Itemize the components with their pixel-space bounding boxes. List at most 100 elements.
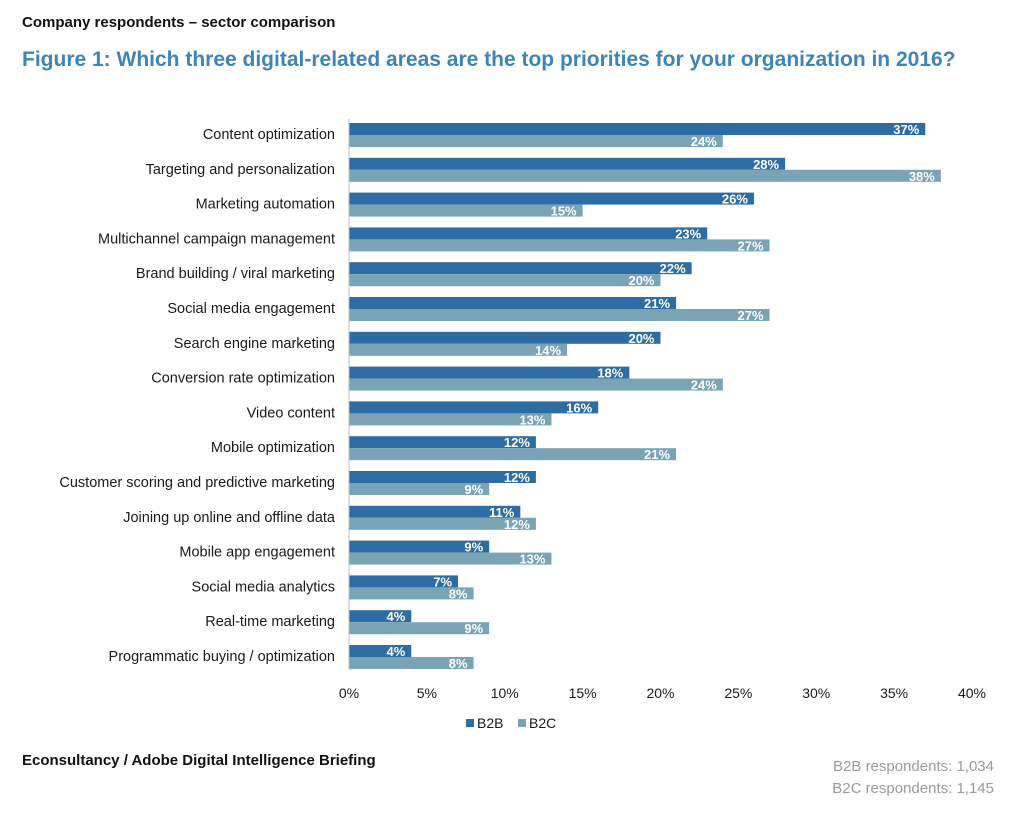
category-label: Joining up online and offline data bbox=[123, 510, 336, 526]
b2b-value-label: 12% bbox=[504, 435, 530, 450]
b2b-value-label: 4% bbox=[387, 644, 406, 659]
category-label: Customer scoring and predictive marketin… bbox=[59, 475, 335, 491]
b2c-value-label: 38% bbox=[909, 169, 935, 184]
b2c-bar bbox=[349, 204, 583, 217]
b2b-bar bbox=[349, 505, 521, 518]
category-label: Marketing automation bbox=[196, 197, 335, 213]
data-labels: 37% 24% 28% 38% 26% 15% 23% 27% 22% 20% 21% 27% 20% 1… bbox=[387, 122, 936, 671]
b2c-value-label: 27% bbox=[737, 308, 763, 323]
x-tick-label: 35% bbox=[880, 685, 908, 701]
b2c-bar bbox=[349, 309, 770, 321]
b2b-value-label: 37% bbox=[893, 122, 919, 137]
b2b-bar bbox=[349, 123, 926, 135]
b2c-value-label: 12% bbox=[504, 517, 530, 532]
b2c-bar bbox=[349, 239, 770, 252]
b2b-bar bbox=[349, 401, 599, 414]
b2b-value-label: 28% bbox=[753, 157, 779, 172]
x-axis-ticks: 0% 5% 10% 15% 20% 25% 30% 35% 40% bbox=[339, 685, 986, 701]
b2c-value-label: 15% bbox=[551, 204, 577, 219]
b2b-value-label: 26% bbox=[722, 192, 748, 207]
b2b-value-label: 22% bbox=[660, 261, 686, 276]
b2b-bar bbox=[349, 331, 661, 344]
b2c-value-label: 13% bbox=[519, 412, 545, 427]
source-note: Econsultancy / Adobe Digital Intelligenc… bbox=[22, 752, 376, 769]
x-tick-label: 20% bbox=[646, 685, 674, 701]
x-tick-label: 25% bbox=[724, 685, 752, 701]
b2c-value-label: 20% bbox=[628, 273, 654, 288]
b2b-bar bbox=[349, 436, 536, 449]
b2b-bar bbox=[349, 297, 677, 309]
b2c-value-label: 8% bbox=[449, 656, 468, 671]
b2c-bar bbox=[349, 622, 490, 635]
b2c-bar bbox=[349, 378, 723, 391]
b2c-bar bbox=[349, 169, 941, 182]
b2c-bar bbox=[349, 135, 723, 147]
bar-chart: Content optimization Targeting and person… bbox=[59, 119, 986, 731]
x-tick-label: 30% bbox=[802, 685, 830, 701]
category-label: Real-time marketing bbox=[205, 614, 335, 630]
b2c-bar bbox=[349, 448, 677, 461]
category-label: Targeting and personalization bbox=[146, 162, 335, 178]
b2b-value-label: 16% bbox=[566, 400, 592, 415]
category-label: Search engine marketing bbox=[174, 336, 335, 352]
b2b-value-label: 9% bbox=[464, 540, 483, 555]
category-label: Mobile optimization bbox=[211, 440, 335, 456]
b2b-value-label: 12% bbox=[504, 470, 530, 485]
b2b-bar bbox=[349, 262, 692, 275]
category-label: Social media engagement bbox=[167, 301, 335, 317]
b2b-value-label: 4% bbox=[387, 609, 406, 624]
report-header: Company respondents – sector comparison bbox=[22, 14, 336, 31]
b2c-bar bbox=[349, 517, 536, 530]
b2c-bar bbox=[349, 552, 552, 565]
b2b-value-label: 7% bbox=[433, 574, 452, 589]
legend-label-b2c: B2C bbox=[529, 715, 556, 731]
bars bbox=[349, 123, 941, 669]
category-label: Content optimization bbox=[203, 127, 335, 143]
b2c-value-label: 9% bbox=[464, 482, 483, 497]
b2c-value-label: 24% bbox=[691, 134, 717, 149]
b2b-bar bbox=[349, 366, 630, 379]
b2c-value-label: 8% bbox=[449, 586, 468, 601]
b2c-bar bbox=[349, 483, 490, 495]
b2c-bar bbox=[349, 413, 552, 426]
b2c-bar bbox=[349, 343, 568, 356]
respondents-info: B2B respondents: 1,034 B2C respondents: … bbox=[832, 756, 994, 800]
x-tick-label: 0% bbox=[339, 685, 359, 701]
b2c-value-label: 14% bbox=[535, 343, 561, 358]
b2b-bar bbox=[349, 540, 490, 553]
b2c-value-label: 13% bbox=[519, 552, 545, 567]
legend-swatch-b2b bbox=[466, 719, 474, 727]
category-label: Multichannel campaign management bbox=[98, 231, 335, 247]
b2b-bar bbox=[349, 192, 754, 205]
legend-swatch-b2c bbox=[518, 719, 526, 727]
b2c-value-label: 21% bbox=[644, 447, 670, 462]
b2b-bar bbox=[349, 471, 536, 483]
category-label: Programmatic buying / optimization bbox=[109, 649, 335, 665]
category-label: Video content bbox=[247, 405, 335, 421]
figure-title: Figure 1: Which three digital-related ar… bbox=[22, 48, 956, 71]
b2b-respondents: B2B respondents: 1,034 bbox=[833, 758, 994, 775]
b2c-value-label: 9% bbox=[464, 621, 483, 636]
category-label: Conversion rate optimization bbox=[151, 371, 335, 387]
b2b-bar bbox=[349, 610, 412, 623]
b2c-value-label: 24% bbox=[691, 378, 717, 393]
category-label: Brand building / viral marketing bbox=[136, 266, 335, 282]
b2c-bar bbox=[349, 587, 474, 600]
category-labels: Content optimization Targeting and person… bbox=[59, 127, 336, 665]
category-label: Mobile app engagement bbox=[179, 545, 335, 561]
legend: B2B B2C bbox=[466, 715, 556, 731]
b2b-value-label: 20% bbox=[628, 331, 654, 346]
b2b-bar bbox=[349, 227, 708, 240]
b2c-respondents: B2C respondents: 1,145 bbox=[832, 780, 994, 797]
b2b-bar bbox=[349, 575, 459, 588]
b2b-value-label: 23% bbox=[675, 226, 701, 241]
x-tick-label: 40% bbox=[958, 685, 986, 701]
b2c-value-label: 27% bbox=[737, 238, 763, 253]
x-tick-label: 10% bbox=[491, 685, 519, 701]
x-tick-label: 5% bbox=[417, 685, 437, 701]
b2b-value-label: 11% bbox=[489, 505, 515, 520]
b2b-value-label: 18% bbox=[597, 366, 623, 381]
b2c-bar bbox=[349, 657, 474, 669]
b2b-bar bbox=[349, 157, 786, 170]
category-label: Social media analytics bbox=[192, 579, 335, 595]
